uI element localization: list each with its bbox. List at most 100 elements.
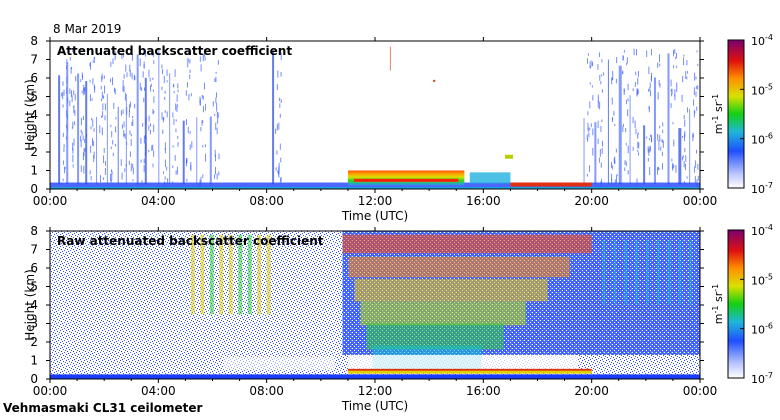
precip-dot	[189, 74, 191, 79]
streak-band	[257, 234, 262, 315]
precip-dot	[174, 154, 176, 161]
precip-dot	[634, 82, 636, 87]
precip-dot	[145, 49, 147, 57]
precip-dot	[683, 133, 685, 142]
precip-dot	[132, 179, 134, 182]
precip-dot	[694, 176, 696, 184]
precip-dot	[74, 94, 76, 101]
precip-dot	[686, 176, 688, 179]
precip-dot	[173, 83, 175, 88]
precip-dot	[104, 85, 106, 94]
precip-dot	[92, 119, 94, 127]
precip-dot	[597, 100, 599, 109]
precip-dot	[152, 144, 154, 151]
precip-dot	[202, 145, 204, 148]
precip-dot	[101, 91, 103, 98]
precip-dot	[649, 82, 651, 88]
precip-dot	[114, 56, 116, 60]
precip-dot	[616, 57, 618, 64]
precip-dot	[164, 159, 166, 168]
streak-band	[238, 234, 243, 315]
precip-dot	[153, 96, 155, 103]
ytick-label: 4	[30, 108, 38, 122]
precip-dot	[597, 64, 599, 70]
precip-dot	[280, 52, 282, 60]
precip-dot	[674, 89, 676, 97]
precip-dot	[143, 165, 145, 172]
precip-streak	[629, 95, 631, 185]
precip-dot	[685, 71, 687, 79]
colorbar-label: 10-5	[751, 272, 773, 287]
streak-band	[613, 240, 617, 305]
precip-dot	[189, 131, 191, 135]
precip-dot	[649, 86, 651, 92]
precip-dot	[113, 102, 115, 109]
precip-dot	[143, 135, 145, 144]
precip-streak	[158, 49, 160, 185]
precip-dot	[612, 165, 614, 170]
noise-band	[354, 279, 548, 302]
precip-dot	[144, 87, 146, 91]
ytick-label: 3	[30, 317, 38, 331]
precip-dot	[152, 89, 154, 92]
precip-dot	[69, 88, 71, 94]
precip-dot	[684, 163, 686, 171]
precip-dot	[173, 90, 175, 94]
precip-dot	[80, 129, 82, 133]
precip-dot	[189, 59, 191, 64]
precip-dot	[166, 166, 168, 171]
precip-dot	[601, 147, 603, 154]
precip-dot	[280, 99, 282, 103]
precip-dot	[83, 148, 85, 157]
precip-dot	[676, 52, 678, 58]
precip-streak	[66, 62, 69, 185]
precip-dot	[83, 88, 85, 96]
precip-dot	[201, 120, 203, 126]
precip-dot	[100, 86, 102, 90]
precip-dot	[202, 95, 204, 100]
streak-band	[247, 234, 252, 315]
noise-band	[342, 234, 592, 254]
precip-dot	[103, 75, 105, 79]
precip-dot	[152, 163, 154, 168]
precip-dot	[671, 158, 673, 162]
precip-dot	[275, 128, 277, 134]
ytick-label: 2	[30, 145, 38, 159]
precip-dot	[632, 88, 634, 92]
precip-dot	[101, 127, 103, 136]
precip-dot	[670, 88, 672, 92]
precip-dot	[89, 61, 91, 70]
backscatter-field	[50, 46, 700, 189]
precip-dot	[622, 71, 624, 75]
precip-dot	[622, 123, 624, 127]
precip-dot	[280, 177, 282, 182]
precip-dot	[670, 79, 672, 87]
precip-dot	[188, 94, 190, 101]
precip-dot	[598, 157, 600, 163]
precip-dot	[200, 64, 202, 72]
streak-band	[190, 234, 195, 315]
precip-dot	[649, 145, 651, 151]
precip-dot	[140, 137, 142, 144]
precip-dot	[586, 174, 588, 177]
precip-dot	[185, 90, 187, 96]
precip-dot	[186, 178, 188, 182]
precip-dot	[143, 97, 145, 103]
precip-dot	[216, 107, 218, 112]
precip-dot	[89, 170, 91, 175]
precip-dot	[72, 154, 74, 163]
precip-streak	[583, 117, 585, 185]
precip-dot	[661, 151, 663, 157]
precip-dot	[81, 72, 83, 78]
precip-dot	[614, 179, 616, 184]
low-cloud-patch	[469, 172, 511, 184]
precip-dot	[216, 102, 218, 108]
precip-dot	[693, 99, 695, 106]
precip-dot	[161, 86, 163, 91]
precip-dot	[166, 69, 168, 76]
precip-dot	[91, 138, 93, 146]
precip-dot	[202, 174, 204, 179]
precip-dot	[161, 112, 163, 120]
ytick-label: 6	[30, 71, 38, 85]
precip-dot	[681, 94, 683, 102]
